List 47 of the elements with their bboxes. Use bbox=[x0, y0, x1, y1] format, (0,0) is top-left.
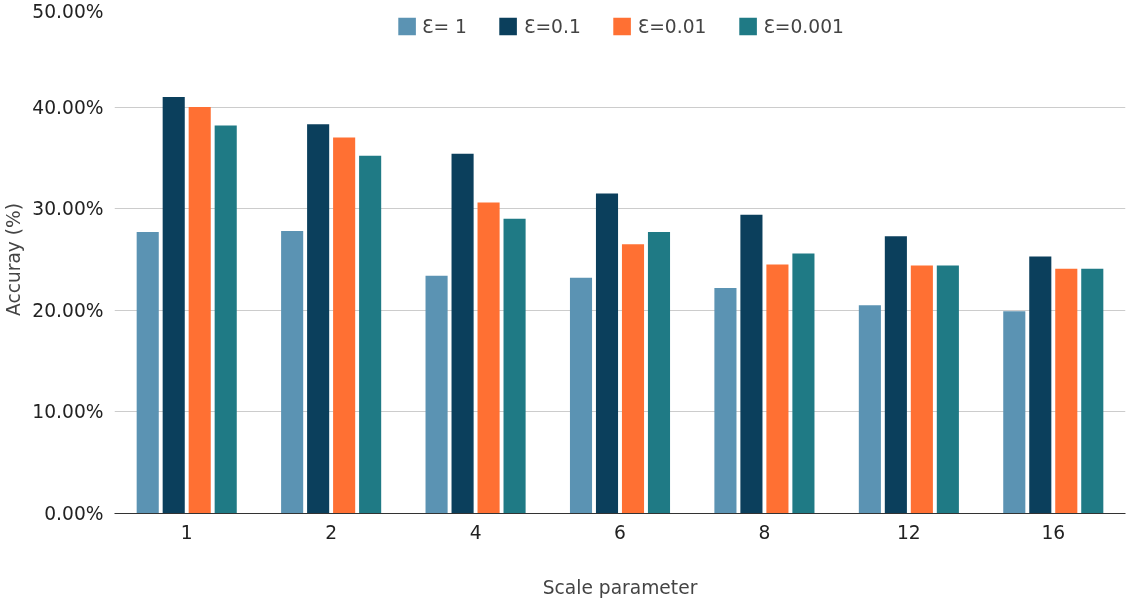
y-axis-title: Accuray (%) bbox=[3, 202, 25, 317]
bar bbox=[792, 253, 815, 514]
bar bbox=[333, 137, 356, 514]
bar bbox=[307, 124, 330, 514]
y-tick-label: 0.00% bbox=[44, 503, 104, 524]
bar bbox=[910, 265, 933, 514]
bar bbox=[595, 193, 619, 514]
bar bbox=[281, 231, 304, 514]
bar bbox=[1081, 268, 1104, 514]
x-tick-label: 8 bbox=[758, 521, 771, 543]
bar bbox=[569, 277, 593, 514]
legend-label: Ɛ=0.01 bbox=[637, 15, 707, 37]
bar bbox=[1029, 256, 1052, 514]
legend-label: Ɛ=0.001 bbox=[763, 15, 844, 37]
bar bbox=[1003, 311, 1026, 514]
bar bbox=[359, 155, 382, 514]
bar bbox=[1055, 268, 1078, 514]
bar bbox=[477, 202, 500, 514]
legend-label: Ɛ= 1 bbox=[422, 15, 467, 37]
bar bbox=[647, 232, 671, 514]
legend-label: Ɛ=0.1 bbox=[523, 15, 581, 37]
bar bbox=[162, 96, 185, 514]
y-tick-label: 50.00% bbox=[32, 0, 104, 22]
bar bbox=[425, 275, 448, 514]
bar bbox=[621, 244, 645, 514]
x-tick-label: 1 bbox=[180, 521, 193, 543]
bar bbox=[188, 107, 211, 514]
bar bbox=[451, 153, 474, 514]
bar bbox=[214, 125, 237, 514]
x-tick-label: 6 bbox=[614, 521, 626, 543]
bar bbox=[936, 265, 959, 514]
bar bbox=[714, 287, 737, 514]
bar bbox=[858, 305, 881, 514]
x-tick-label: 4 bbox=[469, 521, 482, 543]
y-tick-label: 10.00% bbox=[32, 401, 104, 423]
bar bbox=[740, 214, 763, 514]
x-axis-title: Scale parameter bbox=[542, 576, 698, 598]
bar bbox=[766, 264, 789, 514]
x-tick-label: 2 bbox=[325, 521, 338, 543]
y-tick-label: 20.00% bbox=[32, 299, 104, 321]
y-tick-label: 30.00% bbox=[32, 198, 104, 220]
bar bbox=[503, 218, 526, 514]
x-tick-label: 16 bbox=[1041, 521, 1066, 543]
bar bbox=[884, 236, 907, 514]
y-tick-label: 40.00% bbox=[32, 96, 104, 118]
bar bbox=[136, 232, 159, 514]
x-tick-label: 12 bbox=[896, 521, 921, 543]
